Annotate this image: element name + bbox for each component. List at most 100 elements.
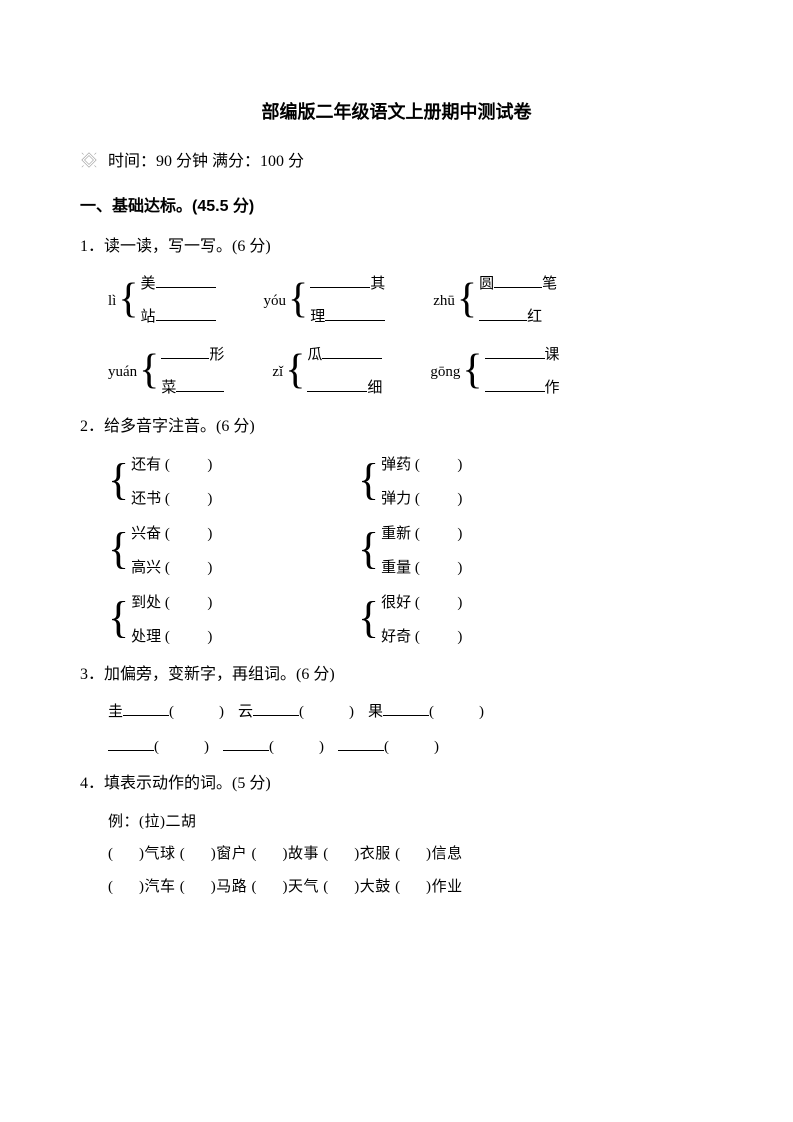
brace-group: yuán{形菜 (108, 341, 224, 402)
fill-blank[interactable] (479, 305, 527, 321)
word: 兴奋 (131, 526, 165, 542)
noun: 气球 (145, 846, 180, 862)
q2-col-left: {兴奋 ( )高兴 ( ) (108, 520, 358, 583)
pinyin-label: zǐ (272, 358, 283, 387)
noun: 作业 (432, 879, 463, 895)
fill-blank[interactable] (161, 343, 209, 359)
answer-paren[interactable]: ( ) (180, 846, 217, 862)
answer-paren[interactable]: ( ) (180, 879, 217, 895)
fill-blank[interactable] (383, 700, 429, 716)
answer-paren[interactable]: ( ) (415, 560, 463, 576)
q1-row2: yuán{形菜 zǐ{瓜细 gōng{课作 (80, 341, 713, 402)
answer-paren[interactable]: ( ) (252, 846, 289, 862)
answer-paren[interactable]: ( ) (415, 491, 463, 507)
word: 到处 (131, 595, 165, 611)
q4-item: ( )故事 (252, 846, 324, 862)
fill-blank[interactable] (485, 343, 545, 359)
fill-blank[interactable] (108, 735, 154, 751)
brace-entry: 作 (485, 374, 560, 403)
answer-paren[interactable]: ( ) (165, 595, 213, 611)
answer-paren[interactable]: ( ) (165, 457, 213, 473)
q2-pair: {弹药 ( )弹力 ( ) (358, 451, 462, 514)
q2-item: 到处 ( ) (131, 589, 212, 618)
q4-item: ( )衣服 (323, 846, 395, 862)
left-brace-icon: { (457, 278, 477, 320)
q2-item: 还书 ( ) (131, 485, 212, 514)
brace-group: lì{美站 (108, 270, 216, 331)
brace-group: gōng{课作 (430, 341, 559, 402)
fill-blank[interactable] (123, 700, 169, 716)
fill-blank[interactable] (156, 305, 216, 321)
q2-col-right: {弹药 ( )弹力 ( ) (358, 451, 462, 514)
fill-blank[interactable] (494, 272, 542, 288)
fill-blank[interactable] (485, 376, 545, 392)
answer-paren[interactable]: ( ) (415, 629, 463, 645)
brace-entry: 站 (141, 303, 216, 332)
q2-item: 重新 ( ) (381, 520, 462, 549)
q1-text: 1．读一读，写一写。(6 分) (80, 232, 713, 262)
q2-item: 很好 ( ) (381, 589, 462, 618)
answer-paren[interactable]: ( ) (395, 846, 432, 862)
answer-paren[interactable]: ( ) (415, 526, 463, 542)
q2-pair: {很好 ( )好奇 ( ) (358, 589, 462, 652)
fill-blank[interactable] (325, 305, 385, 321)
fill-blank[interactable] (223, 735, 269, 751)
answer-paren[interactable]: ( ) (429, 704, 484, 720)
char-suffix: 笔 (542, 270, 557, 299)
fill-blank[interactable] (176, 376, 224, 392)
fill-blank[interactable] (322, 343, 382, 359)
fill-blank[interactable] (310, 272, 370, 288)
answer-paren[interactable]: ( ) (415, 595, 463, 611)
answer-paren[interactable]: ( ) (165, 629, 213, 645)
char-suffix: 红 (527, 303, 542, 332)
answer-paren[interactable]: ( ) (384, 739, 439, 755)
left-brace-icon: { (108, 596, 129, 640)
brace-lines: 圆笔红 (479, 270, 557, 331)
answer-paren[interactable]: ( ) (165, 560, 213, 576)
answer-paren[interactable]: ( ) (252, 879, 289, 895)
base-char: 果 (368, 704, 383, 720)
fill-blank[interactable] (307, 376, 367, 392)
q2-item: 处理 ( ) (131, 623, 212, 652)
answer-paren[interactable]: ( ) (323, 846, 360, 862)
answer-paren[interactable]: ( ) (165, 526, 213, 542)
answer-paren[interactable]: ( ) (108, 846, 145, 862)
brace-lines: 形菜 (161, 341, 224, 402)
pinyin-label: yuán (108, 358, 137, 387)
brace-group: zǐ{瓜细 (272, 341, 382, 402)
answer-paren[interactable]: ( ) (269, 739, 324, 755)
word: 重新 (381, 526, 415, 542)
q4-item: ( )作业 (395, 879, 463, 895)
answer-paren[interactable]: ( ) (169, 704, 224, 720)
left-brace-icon: { (118, 278, 138, 320)
answer-paren[interactable]: ( ) (415, 457, 463, 473)
q3-item: 圭( ) (108, 698, 224, 727)
answer-paren[interactable]: ( ) (395, 879, 432, 895)
q2-pair: {到处 ( )处理 ( ) (108, 589, 358, 652)
answer-paren[interactable]: ( ) (165, 491, 213, 507)
brace-entry: 细 (307, 374, 382, 403)
q3-row1: 圭( )云( )果( ) (80, 698, 713, 727)
answer-paren[interactable]: ( ) (323, 879, 360, 895)
pinyin-label: gōng (430, 358, 460, 387)
answer-paren[interactable]: ( ) (108, 879, 145, 895)
char-suffix: 课 (545, 341, 560, 370)
left-brace-icon: { (358, 527, 379, 571)
q2-row: {到处 ( )处理 ( ){很好 ( )好奇 ( ) (108, 589, 713, 652)
q2-pair: {重新 ( )重量 ( ) (358, 520, 462, 583)
brace-entry: 红 (479, 303, 557, 332)
fill-blank[interactable] (253, 700, 299, 716)
answer-paren[interactable]: ( ) (299, 704, 354, 720)
left-brace-icon: { (358, 458, 379, 502)
fill-blank[interactable] (338, 735, 384, 751)
q3-item: ( ) (338, 733, 439, 762)
char-prefix: 站 (141, 303, 156, 332)
q2-lines: 弹药 ( )弹力 ( ) (381, 451, 462, 514)
q4-example: 例：(拉)二胡 (108, 808, 713, 837)
q4-body: 例：(拉)二胡 ( )气球 ( )窗户 ( )故事 ( )衣服 ( )信息 ( … (80, 808, 713, 902)
char-suffix: 作 (545, 374, 560, 403)
answer-paren[interactable]: ( ) (154, 739, 209, 755)
brace-lines: 美站 (141, 270, 216, 331)
q1-row1: lì{美站yóu{其理zhū{圆笔红 (80, 270, 713, 331)
fill-blank[interactable] (156, 272, 216, 288)
